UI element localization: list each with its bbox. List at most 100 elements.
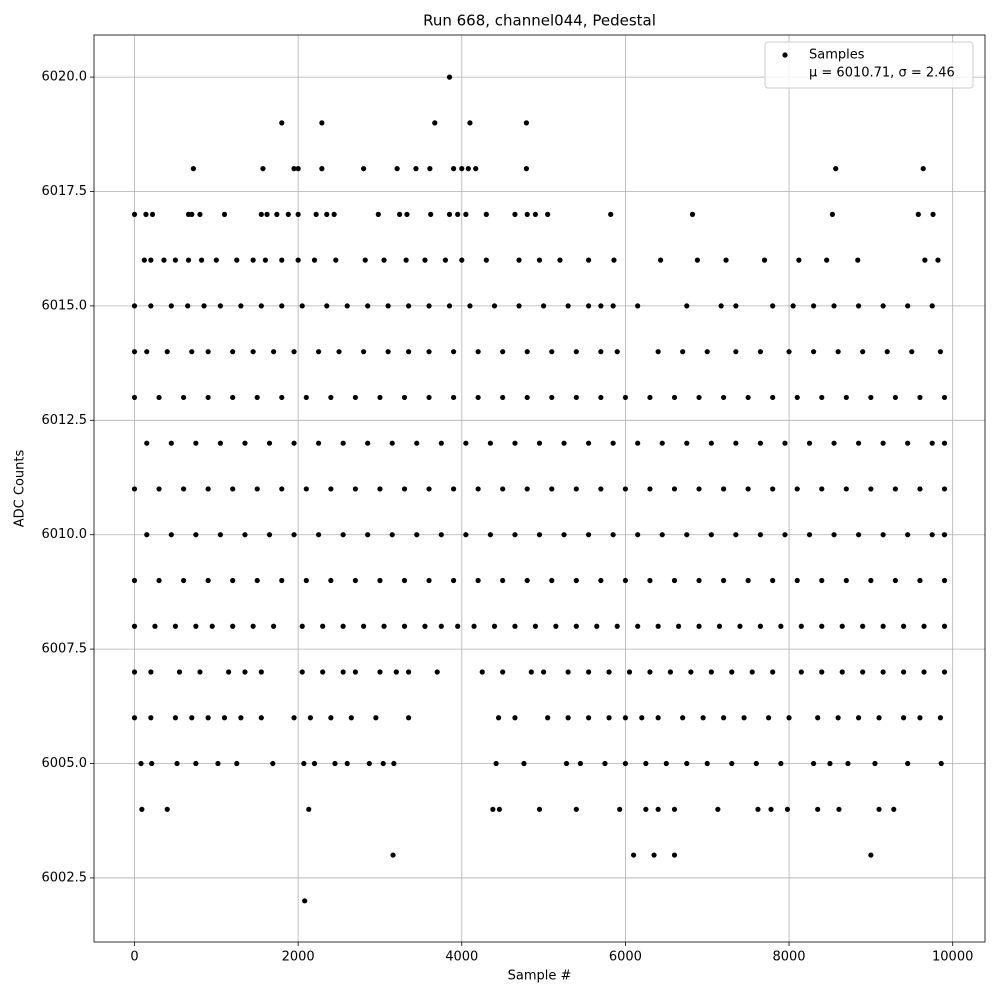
point [258, 669, 264, 675]
point [892, 577, 899, 584]
point [303, 394, 309, 401]
point [630, 852, 637, 858]
point [523, 166, 530, 172]
point [880, 532, 886, 538]
axes-frame [93, 34, 986, 943]
point [254, 577, 260, 584]
point [921, 623, 927, 629]
point [348, 715, 354, 721]
point [380, 760, 386, 767]
point [483, 257, 489, 263]
point [876, 806, 882, 812]
point [295, 211, 301, 217]
point [917, 394, 923, 401]
point [193, 760, 199, 767]
point [422, 257, 428, 263]
point [585, 303, 592, 309]
point [217, 303, 224, 309]
point [745, 486, 751, 492]
point [426, 394, 432, 401]
point [291, 166, 297, 172]
point [782, 532, 788, 538]
x-tick-label: 4000 [445, 950, 478, 965]
point [614, 349, 620, 355]
point [935, 257, 941, 263]
point [836, 806, 842, 812]
point [824, 257, 830, 263]
point [230, 349, 236, 355]
point [405, 669, 412, 675]
point [708, 532, 714, 538]
point [496, 806, 503, 812]
point [536, 806, 543, 812]
point [262, 257, 269, 263]
point [475, 394, 481, 401]
point [180, 486, 187, 492]
point [512, 440, 518, 446]
point [835, 715, 841, 721]
point [835, 349, 841, 355]
point [131, 211, 138, 217]
point [565, 715, 571, 721]
point [467, 120, 473, 126]
point [860, 669, 866, 675]
point [794, 577, 800, 584]
point [855, 257, 861, 263]
point [716, 623, 723, 629]
point [205, 394, 211, 401]
point [794, 394, 800, 401]
point [786, 715, 792, 721]
point [655, 715, 661, 721]
point [745, 394, 751, 401]
point [459, 257, 465, 263]
point [303, 577, 309, 584]
point [328, 394, 334, 401]
point [365, 440, 371, 446]
point [230, 486, 236, 492]
point [831, 532, 837, 538]
point [930, 211, 936, 217]
point [189, 349, 195, 355]
point [770, 303, 776, 309]
point [381, 623, 387, 629]
point [156, 394, 162, 401]
point [523, 120, 530, 126]
point [217, 440, 224, 446]
point [426, 303, 432, 309]
point [843, 486, 849, 492]
point [340, 440, 346, 446]
point [549, 577, 555, 584]
point [340, 532, 346, 538]
point [414, 440, 420, 446]
point [266, 440, 273, 446]
point [622, 760, 629, 767]
y-tick-label: 6002.5 [42, 870, 88, 885]
point [614, 623, 620, 629]
point [528, 669, 534, 675]
point [331, 211, 337, 217]
point [643, 760, 649, 767]
point [403, 257, 409, 263]
point [295, 166, 301, 172]
point [500, 669, 506, 675]
point [328, 486, 334, 492]
point [876, 715, 882, 721]
point [549, 349, 555, 355]
point [786, 349, 792, 355]
point [401, 577, 408, 584]
point [545, 715, 551, 721]
y-tick-label: 6010.0 [42, 527, 88, 542]
point [872, 760, 878, 767]
point [446, 303, 453, 309]
point [929, 532, 935, 538]
point [696, 577, 702, 584]
point [328, 715, 334, 721]
point [684, 532, 690, 538]
point [320, 623, 326, 629]
point [635, 440, 641, 446]
point [279, 394, 285, 401]
point [274, 211, 280, 217]
point [905, 303, 911, 309]
point [657, 257, 664, 263]
point [540, 303, 547, 309]
